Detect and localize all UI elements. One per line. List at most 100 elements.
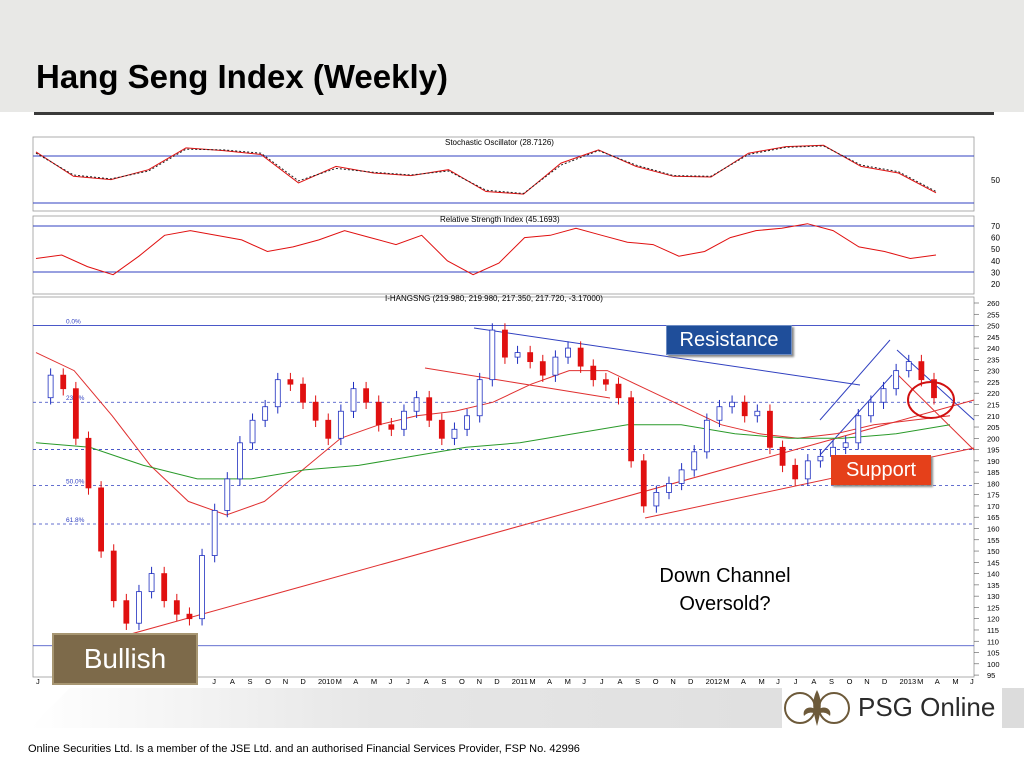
price-tick-label: 175: [987, 491, 1000, 500]
candle-body: [325, 419, 332, 439]
price-tick-label: 130: [987, 592, 1000, 601]
price-tick-label: 200: [987, 434, 1000, 443]
title-divider: [34, 112, 994, 115]
price-tick-label: 205: [987, 423, 1000, 432]
candle-body: [514, 352, 521, 358]
candle-body: [552, 356, 559, 376]
candle-body: [539, 361, 546, 376]
candle-body: [199, 555, 205, 620]
candle-body: [615, 383, 622, 399]
candle-body: [527, 352, 534, 363]
candle-body: [312, 401, 319, 421]
stochastic-frame: [32, 136, 975, 212]
price-tick-label: 145: [987, 558, 1000, 567]
time-axis-label: O: [459, 677, 465, 686]
channel-lower-line: [819, 374, 893, 456]
time-axis-label: A: [618, 677, 623, 686]
moving-averages: [35, 352, 951, 516]
price-tick-label: 195: [987, 446, 1000, 455]
candle-body: [855, 415, 862, 444]
price-tick-label: 260: [987, 299, 1000, 308]
stochastic-lines: [35, 144, 937, 195]
rsi-line: [35, 223, 937, 276]
time-axis-label: N: [283, 677, 288, 686]
price-tick-label: 110: [987, 637, 999, 646]
time-axis-label: O: [847, 677, 853, 686]
rsi-tick-label: 20: [991, 280, 1000, 289]
candle-body: [817, 455, 824, 462]
time-axis-label: 2012: [706, 677, 723, 686]
time-axis-label: A: [230, 677, 235, 686]
candle-body: [792, 464, 799, 480]
price-title: I-HANGSNG (219.980, 219.980, 217.350, 21…: [385, 294, 603, 303]
candlesticks: [47, 323, 937, 630]
down-channel-note: Down Channel Oversold?: [640, 562, 810, 618]
candle-body: [451, 428, 458, 439]
time-axis-label: A: [741, 677, 746, 686]
time-axis-label: J: [776, 677, 780, 686]
price-y-ticks: 260 255 250 245 240 235 230 225 220 215 210 205 200 1…: [974, 299, 1000, 680]
candle-body: [804, 460, 811, 480]
candle-body: [868, 401, 874, 417]
price-tick-label: 255: [987, 310, 1000, 319]
time-axis-label: M: [336, 677, 342, 686]
fibonacci-levels: 0.0%23.6%50.0%61.8%: [33, 319, 974, 647]
candle-body: [85, 437, 92, 489]
candle-body: [577, 347, 584, 367]
time-axis-label: A: [935, 677, 940, 686]
title-bar: [0, 0, 1024, 112]
time-axis-label: 2011: [512, 677, 528, 686]
candle-body: [565, 347, 571, 358]
candle-body: [754, 410, 761, 417]
time-axis-label: D: [494, 677, 500, 686]
candle-body: [602, 379, 609, 385]
candle-body: [476, 379, 483, 417]
price-panel: I-HANGSNG (219.980, 219.980, 217.350, 21…: [32, 294, 1000, 686]
candle-body: [918, 361, 925, 381]
price-tick-label: 120: [987, 615, 1000, 624]
candle-body: [287, 379, 294, 385]
rsi-series-line: [35, 223, 937, 276]
time-axis-label: 2010: [318, 677, 335, 686]
price-tick-label: 210: [987, 412, 1000, 421]
rsi-tick-label: 30: [991, 268, 1000, 277]
candle-body: [388, 424, 395, 430]
oversold-circle: [907, 381, 955, 419]
price-tick-label: 105: [987, 649, 1000, 658]
time-axis-label: J: [970, 677, 974, 686]
price-tick-label: 115: [987, 626, 999, 635]
rsi-tick-label: 60: [991, 234, 1000, 243]
time-axis-label: D: [688, 677, 694, 686]
note-line-2: Oversold?: [679, 593, 771, 615]
long-support-line: [119, 399, 975, 638]
candle-body: [148, 573, 155, 593]
rsi-tick-label: 50: [991, 245, 1000, 254]
fib-level-label: 61.8%: [66, 517, 85, 524]
stochastic-panel: Stochastic Oscillator (28.7126) 50: [32, 136, 1000, 212]
slide-title: Hang Seng Index (Weekly): [36, 58, 448, 95]
price-tick-label: 185: [987, 468, 1000, 477]
candle-body: [161, 573, 168, 602]
candle-body: [767, 410, 773, 448]
candle-body: [401, 410, 407, 430]
price-tick-label: 160: [987, 525, 1000, 534]
candle-body: [931, 379, 937, 399]
red-channel-line: [424, 367, 611, 399]
candle-body: [426, 397, 433, 421]
fib-level-label: 0.0%: [66, 319, 81, 326]
time-axis-label: J: [794, 677, 798, 686]
rsi-y-ticks: 70 60 50 40 30 20: [991, 222, 1000, 289]
support-label: Support: [831, 455, 931, 485]
candle-body: [262, 406, 269, 421]
candle-body: [666, 482, 672, 493]
time-axis-label: 2013: [900, 677, 917, 686]
price-tick-label: 180: [987, 479, 1000, 488]
candle-body: [72, 388, 79, 439]
time-axis-label: J: [36, 677, 40, 686]
time-axis-label: J: [212, 677, 216, 686]
candle-body: [413, 397, 420, 412]
disclaimer: Online Securities Ltd. Is a member of th…: [28, 743, 580, 755]
candle-body: [211, 510, 218, 556]
candle-body: [47, 374, 54, 399]
psg-logo: [782, 684, 1002, 732]
